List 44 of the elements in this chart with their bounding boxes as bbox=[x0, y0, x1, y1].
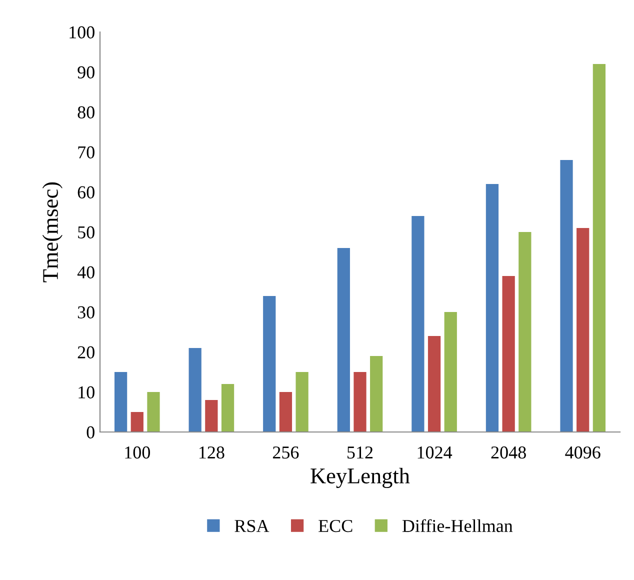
x-axis-title: KeyLength bbox=[310, 468, 410, 488]
legend-label: Diffie-Hellman bbox=[402, 519, 513, 532]
bar bbox=[518, 232, 532, 432]
bar bbox=[502, 276, 515, 432]
y-tick-label: 40 bbox=[77, 266, 94, 278]
bar bbox=[114, 372, 128, 432]
bar bbox=[147, 392, 160, 432]
y-tick-label: 0 bbox=[86, 426, 94, 438]
bar bbox=[370, 356, 383, 432]
y-tick-label: 90 bbox=[78, 66, 94, 78]
x-tick-label: 100 bbox=[125, 446, 150, 459]
y-tick-label: 20 bbox=[78, 346, 94, 358]
bar bbox=[337, 248, 350, 432]
y-tick-label: 80 bbox=[78, 106, 94, 118]
bar bbox=[279, 392, 292, 432]
bar bbox=[592, 64, 606, 432]
bar bbox=[354, 372, 366, 432]
bar bbox=[205, 400, 218, 432]
y-tick-label: 30 bbox=[78, 306, 94, 318]
bar bbox=[188, 348, 202, 432]
bar bbox=[428, 336, 441, 432]
y-axis-title: Tme(msec) bbox=[42, 182, 62, 282]
x-tick-label: 256 bbox=[272, 446, 299, 459]
bar bbox=[221, 384, 234, 432]
bar bbox=[444, 312, 457, 432]
y-tick-label: 60 bbox=[78, 186, 94, 198]
bar bbox=[576, 228, 590, 432]
x-tick-label: 1024 bbox=[418, 446, 452, 459]
bar bbox=[296, 372, 308, 432]
bar bbox=[560, 160, 573, 432]
x-tick-label: 512 bbox=[348, 446, 373, 459]
bar bbox=[486, 184, 499, 432]
bar bbox=[263, 296, 276, 432]
y-tick-label: 10 bbox=[78, 386, 94, 398]
y-tick-label: 100 bbox=[70, 26, 94, 38]
bar bbox=[130, 412, 144, 432]
legend-label: ECC bbox=[318, 520, 352, 532]
x-tick-label: 4096 bbox=[565, 446, 600, 459]
bar bbox=[412, 216, 424, 432]
x-tick-label: 2048 bbox=[491, 446, 526, 459]
y-tick-label: 70 bbox=[78, 146, 94, 158]
x-tick-label: 128 bbox=[199, 446, 224, 459]
legend-label: RSA bbox=[234, 520, 270, 532]
y-tick-label: 50 bbox=[78, 226, 94, 238]
